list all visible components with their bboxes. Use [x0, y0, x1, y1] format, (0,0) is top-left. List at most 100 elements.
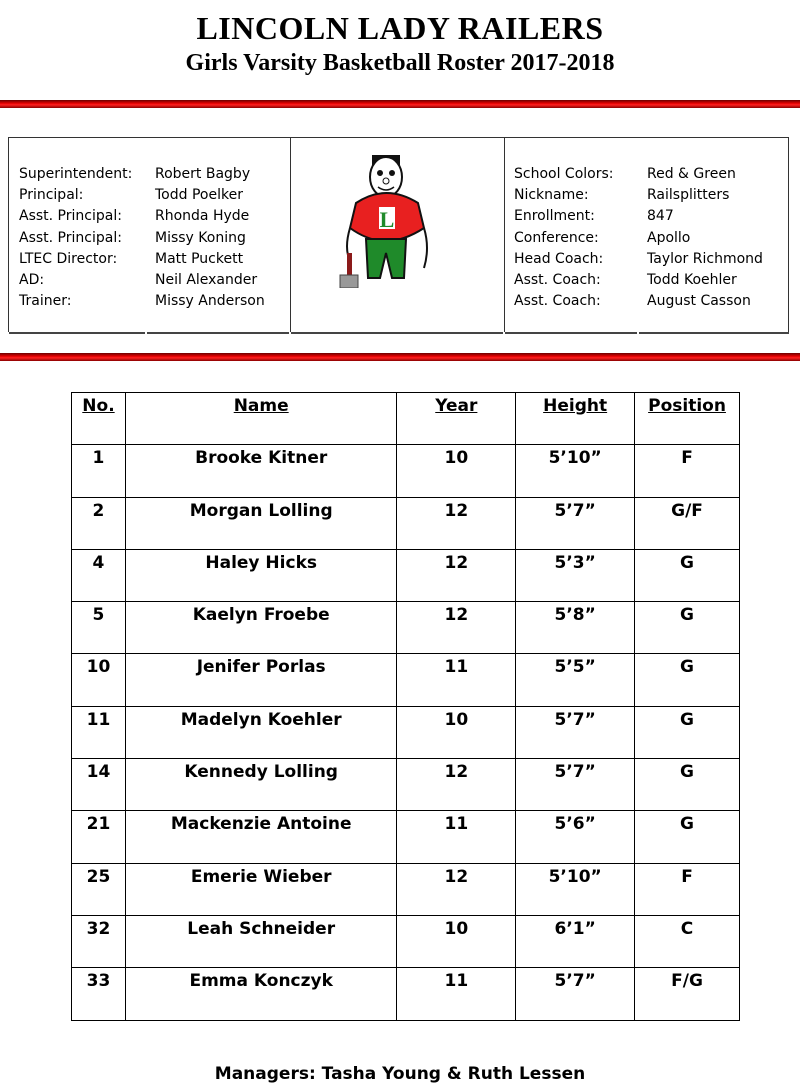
staff-value: Todd Poelker [155, 187, 243, 204]
cell-name: Morgan Lolling [124, 496, 398, 550]
cell-name: Mackenzie Antoine [124, 810, 398, 864]
school-label: Nickname: [514, 187, 589, 204]
cell-name: Brooke Kitner [124, 444, 398, 498]
cell-number: 10 [71, 653, 126, 707]
cell-position: C [634, 914, 740, 969]
column-header: No. [71, 391, 126, 446]
cell-height: 5’8” [515, 601, 636, 655]
cell-number: 14 [71, 758, 126, 812]
school-label: Enrollment: [514, 208, 595, 225]
cell-height: 5’7” [515, 705, 636, 760]
cell-name: Haley Hicks [124, 548, 398, 603]
school-label: Head Coach: [514, 250, 604, 267]
school-value: Taylor Richmond [647, 250, 763, 267]
school-value: Todd Koehler [647, 271, 737, 288]
cell-position: G [634, 758, 740, 812]
staff-value: Matt Puckett [155, 250, 244, 267]
cell-height: 5’10” [515, 862, 636, 916]
cell-number: 32 [71, 914, 126, 969]
info-box: Superintendent: Principal: Asst. Principal… [8, 137, 789, 334]
staff-label: Trainer: [19, 293, 72, 310]
school-value: August Casson [647, 293, 751, 310]
column-header-label: Name [233, 396, 289, 416]
cell-height: 5’7” [515, 496, 636, 550]
cell-height: 5’6” [515, 810, 636, 864]
cell-year: 10 [396, 444, 517, 498]
cell-name: Emerie Wieber [124, 862, 398, 916]
school-values: Red & Green Railsplitters 847 Apollo Taylor … [647, 164, 763, 312]
cell-position: G [634, 601, 740, 655]
cell-year: 12 [396, 862, 517, 916]
cell-number: 1 [71, 444, 126, 498]
table-header: No. Name Year Height Position [71, 391, 740, 446]
cell-number: 5 [71, 601, 126, 655]
cell-number: 11 [71, 705, 126, 760]
cell-number: 33 [71, 967, 126, 1021]
cell-number: 25 [71, 862, 126, 916]
cell-height: 5’5” [515, 653, 636, 707]
logo-letter: L [380, 207, 395, 232]
school-value: Apollo [647, 229, 691, 246]
cell-height: 6’1” [515, 914, 636, 969]
cell-year: 11 [396, 967, 517, 1021]
staff-value: Missy Koning [155, 229, 246, 246]
staff-value: Neil Alexander [155, 271, 258, 288]
column-header: Year [396, 391, 517, 446]
school-label: Asst. Coach: [514, 271, 601, 288]
cell-name: Madelyn Koehler [124, 705, 398, 760]
column-header-label: No. [82, 396, 115, 416]
staff-value: Rhonda Hyde [155, 208, 250, 225]
cell-position: F [634, 862, 740, 916]
column-header: Name [124, 391, 398, 446]
cell-position: F/G [634, 967, 740, 1021]
staff-label: Principal: [19, 187, 84, 204]
table-row: 14 Kennedy Lolling 12 5’7” G [71, 758, 740, 812]
page-subtitle: Girls Varsity Basketball Roster 2017-201… [185, 50, 615, 76]
column-header-label: Position [648, 396, 726, 416]
table-row: 10 Jenifer Porlas 11 5’5” G [71, 653, 740, 707]
table-row: 5 Kaelyn Froebe 12 5’8” G [71, 601, 740, 655]
staff-label: Superintendent: [19, 166, 133, 182]
column-header: Position [634, 391, 740, 446]
cell-height: 5’7” [515, 967, 636, 1021]
cell-year: 12 [396, 548, 517, 603]
table-row: 21 Mackenzie Antoine 11 5’6” G [71, 810, 740, 864]
table-row: 25 Emerie Wieber 12 5’10” F [71, 862, 740, 916]
school-value: Red & Green [647, 166, 736, 182]
cell-height: 5’7” [515, 758, 636, 812]
cell-position: G [634, 810, 740, 864]
cell-year: 12 [396, 758, 517, 812]
cell-position: F [634, 444, 740, 498]
cell-position: G [634, 653, 740, 707]
school-value: 847 [647, 208, 674, 225]
table-row: 11 Madelyn Koehler 10 5’7” G [71, 705, 740, 760]
page-title: LINCOLN LADY RAILERS [196, 10, 604, 46]
cell-position: G/F [634, 496, 740, 550]
school-label: Asst. Coach: [514, 293, 601, 310]
table-row: 1 Brooke Kitner 10 5’10” F [71, 444, 740, 498]
cell-year: 12 [396, 496, 517, 550]
cell-number: 4 [71, 548, 126, 603]
cell-position: G [634, 705, 740, 760]
cell-height: 5’3” [515, 548, 636, 603]
roster-table: No. Name Year Height Position 1 Brooke Kitner… [71, 391, 740, 1021]
staff-values: Robert Bagby Todd Poelker Rhonda Hyde Missy… [155, 164, 265, 312]
cell-year: 11 [396, 810, 517, 864]
table-row: 4 Haley Hicks 12 5’3” G [71, 548, 740, 603]
staff-value: Missy Anderson [155, 293, 265, 310]
table-row: 32 Leah Schneider 10 6’1” C [71, 914, 740, 969]
cell-year: 10 [396, 914, 517, 969]
school-value: Railsplitters [647, 187, 730, 204]
school-label: School Colors: [514, 166, 614, 182]
column-header-label: Height [543, 396, 608, 416]
divider-bottom [0, 353, 800, 361]
table-row: 2 Morgan Lolling 12 5’7” G/F [71, 496, 740, 550]
cell-name: Jenifer Porlas [124, 653, 398, 707]
staff-label: LTEC Director: [19, 250, 118, 267]
table-row: 33 Emma Konczyk 11 5’7” F/G [71, 967, 740, 1021]
cell-number: 21 [71, 810, 126, 864]
cell-height: 5’10” [515, 444, 636, 498]
managers-line: Managers: Tasha Young & Ruth Lessen [214, 1064, 586, 1084]
staff-label: Asst. Principal: [19, 229, 122, 246]
cell-name: Emma Konczyk [124, 967, 398, 1021]
